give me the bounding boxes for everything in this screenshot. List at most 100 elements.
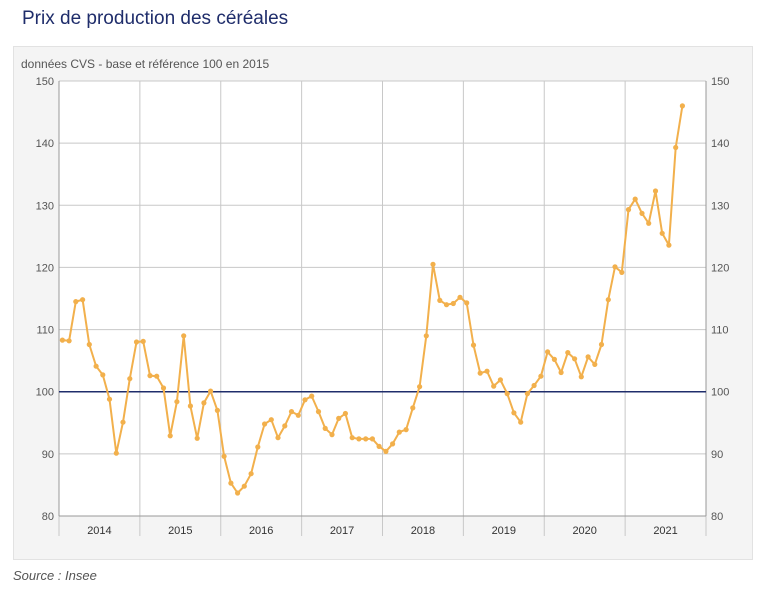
data-point	[619, 269, 625, 275]
y-tick-label-right: 110	[711, 325, 729, 337]
y-tick-label-left: 110	[36, 325, 54, 337]
data-point	[59, 337, 65, 343]
data-point	[659, 230, 665, 236]
data-point	[120, 419, 126, 425]
data-point	[282, 423, 288, 429]
data-point	[288, 409, 295, 415]
data-point	[174, 399, 180, 405]
data-point	[154, 373, 160, 379]
data-point	[464, 300, 470, 306]
data-point	[248, 471, 254, 477]
data-point	[221, 453, 227, 459]
data-point	[160, 385, 167, 391]
data-point	[545, 349, 551, 355]
chart-title: Prix de production des céréales	[22, 8, 289, 29]
data-point	[457, 294, 463, 300]
data-point	[403, 427, 409, 433]
x-tick-label: 2019	[492, 525, 516, 537]
data-point	[342, 410, 348, 417]
y-tick-label-left: 140	[36, 138, 54, 150]
y-tick-label-right: 120	[711, 262, 729, 274]
data-point	[390, 441, 396, 447]
y-tick-label-right: 140	[711, 138, 729, 150]
data-point	[329, 432, 335, 438]
data-point	[605, 297, 611, 303]
y-tick-label-left: 120	[36, 262, 54, 274]
data-point	[80, 297, 86, 303]
data-point	[356, 436, 362, 442]
data-point	[679, 103, 686, 109]
data-point	[167, 433, 173, 439]
data-point	[524, 391, 531, 397]
data-point	[470, 342, 477, 348]
data-point	[450, 300, 456, 307]
data-point	[417, 384, 423, 390]
data-point	[322, 425, 328, 431]
data-point	[309, 393, 315, 399]
data-point	[565, 350, 571, 356]
data-point	[255, 444, 261, 450]
data-point	[646, 220, 652, 226]
chart-subtitle: données CVS - base et référence 100 en 2…	[21, 57, 270, 71]
data-point	[201, 400, 207, 406]
y-tick-label-right: 80	[711, 511, 723, 523]
y-tick-label-right: 130	[711, 200, 729, 212]
data-point	[349, 435, 355, 441]
data-point	[363, 436, 369, 442]
data-point	[652, 188, 659, 194]
data-point	[302, 397, 308, 403]
data-point	[315, 409, 322, 415]
data-point	[208, 388, 214, 394]
data-point	[578, 374, 584, 380]
data-point	[410, 405, 416, 411]
x-tick-label: 2020	[572, 525, 596, 537]
data-point	[86, 341, 92, 348]
data-point	[477, 370, 483, 376]
data-point	[147, 373, 153, 379]
data-point	[100, 372, 106, 378]
data-point	[443, 302, 450, 308]
data-point	[396, 429, 402, 435]
data-point	[437, 297, 443, 303]
y-tick-label-right: 90	[711, 449, 723, 461]
data-point	[241, 483, 247, 489]
data-point	[531, 382, 537, 389]
y-tick-label-left: 100	[36, 387, 54, 399]
data-point	[558, 369, 564, 376]
data-point	[625, 207, 632, 213]
x-tick-label: 2014	[87, 525, 111, 537]
data-point	[383, 448, 389, 454]
x-tick-label: 2021	[653, 525, 677, 537]
y-tick-label-left: 90	[42, 449, 54, 461]
data-point	[612, 264, 618, 270]
data-point	[295, 412, 301, 418]
y-tick-label-left: 150	[36, 76, 54, 88]
data-point	[235, 490, 241, 496]
data-point	[497, 377, 503, 383]
data-point	[551, 356, 558, 362]
data-point	[66, 338, 72, 344]
y-tick-label-right: 100	[711, 387, 729, 399]
data-point	[369, 436, 375, 442]
data-point	[376, 443, 382, 449]
data-point	[73, 299, 79, 305]
data-point	[511, 410, 517, 416]
x-tick-label: 2016	[249, 525, 273, 537]
data-point	[214, 407, 220, 413]
source-note: Source : Insee	[13, 568, 97, 583]
data-point	[592, 361, 598, 367]
x-tick-label: 2017	[330, 525, 354, 537]
data-point	[187, 403, 193, 409]
data-point	[423, 333, 429, 339]
data-point	[93, 363, 99, 369]
data-point	[113, 450, 119, 456]
data-point	[140, 338, 146, 344]
data-point	[518, 419, 524, 425]
data-point	[572, 356, 578, 362]
data-point	[639, 210, 645, 216]
data-point	[666, 242, 672, 248]
data-point	[127, 376, 133, 382]
data-point	[491, 383, 497, 389]
x-tick-label: 2018	[411, 525, 435, 537]
